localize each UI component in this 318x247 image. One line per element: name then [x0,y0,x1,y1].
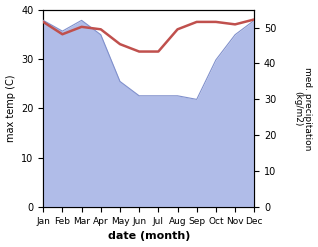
Y-axis label: med. precipitation
(kg/m2): med. precipitation (kg/m2) [293,67,313,150]
Y-axis label: max temp (C): max temp (C) [5,75,16,142]
X-axis label: date (month): date (month) [107,231,190,242]
